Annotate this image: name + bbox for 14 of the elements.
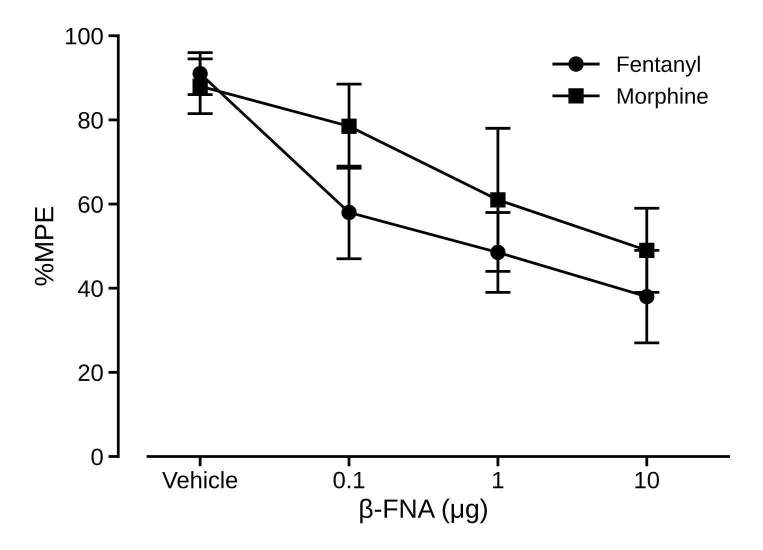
legend-label: Morphine	[618, 88, 708, 108]
y-tick-label: 100	[66, 28, 103, 45]
y-tick-label: 20	[78, 364, 103, 382]
y-tick-label: 80	[78, 112, 103, 129]
x-tick-label: Vehicle	[162, 471, 238, 488]
y-axis-title: %MPE	[34, 206, 54, 286]
y-tick-label: 60	[78, 196, 103, 213]
x-axis-title: β-FNA (μg)	[360, 498, 487, 524]
x-tick-label: 1	[493, 472, 504, 488]
x-tick-label: 10	[635, 472, 659, 488]
y-tick-label: 0	[91, 448, 103, 466]
y-tick-label: 40	[78, 280, 103, 297]
x-tick-label: 0.1	[334, 472, 364, 488]
legend-label: Fentanyl	[618, 56, 700, 76]
